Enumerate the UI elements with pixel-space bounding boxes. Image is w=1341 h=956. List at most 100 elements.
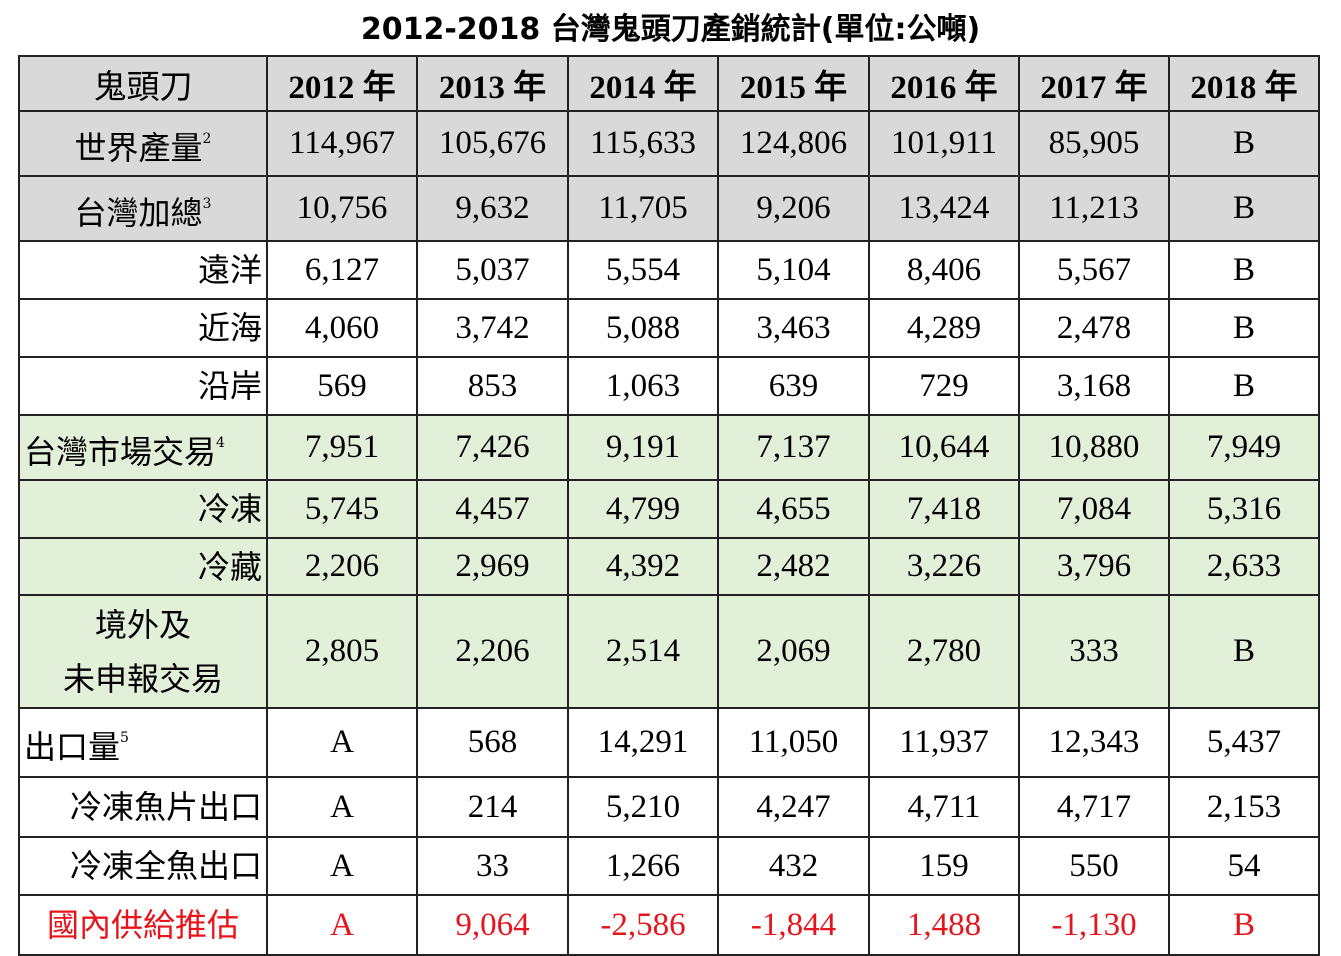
cell: 10,880 xyxy=(1018,414,1170,481)
cell: A xyxy=(266,894,418,956)
cell: 2,482 xyxy=(717,537,870,596)
cell: 101,911 xyxy=(868,110,1020,177)
cell: 5,554 xyxy=(567,240,719,300)
row-label-text: 遠洋 xyxy=(197,251,262,289)
cell: B xyxy=(1168,298,1320,358)
table-row: 世界產量2 114,967 105,676 115,633 124,806 101,911… xyxy=(18,110,1320,177)
cell: 2,478 xyxy=(1018,298,1170,358)
title: 2012-2018 台灣鬼頭刀產銷統計(單位:公噸) xyxy=(360,12,981,47)
row-label-text: 近海 xyxy=(197,309,262,347)
cell: 214 xyxy=(416,776,569,838)
cell: 3,463 xyxy=(717,298,870,358)
cell: -1,844 xyxy=(717,894,870,956)
cell: 7,084 xyxy=(1018,479,1170,539)
cell: 4,457 xyxy=(416,479,569,539)
column-header: 鬼頭刀 xyxy=(18,55,268,112)
row-label: 境外及 未申報交易 xyxy=(18,594,268,709)
cell: 11,937 xyxy=(868,707,1020,778)
cell: 5,210 xyxy=(567,776,719,838)
cell: 569 xyxy=(266,356,418,416)
cell: 853 xyxy=(416,356,569,416)
cell: 8,406 xyxy=(868,240,1020,300)
cell: 7,951 xyxy=(266,414,418,481)
row-label: 台灣加總3 xyxy=(18,175,268,242)
table-row: 冷藏 2,206 2,969 4,392 2,482 3,226 3,796 2,633 xyxy=(18,537,1320,596)
table-row: 冷凍全魚出口 A 33 1,266 432 159 550 54 xyxy=(18,836,1320,896)
cell: 11,050 xyxy=(717,707,870,778)
cell: 4,799 xyxy=(567,479,719,539)
cell: 13,424 xyxy=(868,175,1020,242)
cell: 12,343 xyxy=(1018,707,1170,778)
cell: 11,213 xyxy=(1018,175,1170,242)
cell: 6,127 xyxy=(266,240,418,300)
cell: 11,705 xyxy=(567,175,719,242)
cell: 9,191 xyxy=(567,414,719,481)
row-label-text: 未申報交易 xyxy=(62,659,223,698)
cell: 14,291 xyxy=(567,707,719,778)
cell: 124,806 xyxy=(717,110,870,177)
cell: 1,266 xyxy=(567,836,719,896)
cell: 1,063 xyxy=(567,356,719,416)
cell: 4,392 xyxy=(567,537,719,596)
cell: 2,633 xyxy=(1168,537,1320,596)
table-row: 沿岸 569 853 1,063 639 729 3,168 B xyxy=(18,356,1320,416)
cell: 54 xyxy=(1168,836,1320,896)
column-header: 2014 年 xyxy=(567,55,719,112)
column-header: 2016 年 xyxy=(868,55,1020,112)
row-label: 冷凍全魚出口 xyxy=(18,836,268,896)
table-row: 台灣市場交易4 7,951 7,426 9,191 7,137 10,644 10,880 7… xyxy=(18,414,1320,481)
cell: 5,088 xyxy=(567,298,719,358)
cell: 4,717 xyxy=(1018,776,1170,838)
table-row: 境外及 未申報交易 2,805 2,206 2,514 2,069 2,780 333 B xyxy=(18,594,1320,709)
footnote-mark: 4 xyxy=(216,435,225,451)
cell: 9,206 xyxy=(717,175,870,242)
cell: 550 xyxy=(1018,836,1170,896)
table-row: 冷凍魚片出口 A 214 5,210 4,247 4,711 4,717 2,153 xyxy=(18,776,1320,838)
row-label: 國內供給推估 xyxy=(18,894,268,956)
cell: 3,226 xyxy=(868,537,1020,596)
table-row: 出口量5 A 568 14,291 11,050 11,937 12,343 5,437 xyxy=(18,707,1320,778)
cell: 4,247 xyxy=(717,776,870,838)
cell: 2,805 xyxy=(266,594,418,709)
cell: 105,676 xyxy=(416,110,569,177)
cell: 729 xyxy=(868,356,1020,416)
column-header: 2017 年 xyxy=(1018,55,1170,112)
row-label-text: 境外及 xyxy=(94,605,191,644)
cell: B xyxy=(1168,175,1320,242)
column-header: 2013 年 xyxy=(416,55,569,112)
cell: A xyxy=(266,776,418,838)
cell: 5,104 xyxy=(717,240,870,300)
table-row: 遠洋 6,127 5,037 5,554 5,104 8,406 5,567 B xyxy=(18,240,1320,300)
cell: 1,488 xyxy=(868,894,1020,956)
cell: -2,586 xyxy=(567,894,719,956)
column-header: 2018 年 xyxy=(1168,55,1320,112)
cell: 3,742 xyxy=(416,298,569,358)
footnote-mark: 2 xyxy=(202,131,212,147)
cell: A xyxy=(266,836,418,896)
row-label-text: 台灣市場交易 xyxy=(24,433,217,471)
table-row: 國內供給推估 A 9,064 -2,586 -1,844 1,488 -1,130 B xyxy=(18,894,1320,956)
row-label-text: 冷凍全魚出口 xyxy=(69,847,262,885)
column-header: 2012 年 xyxy=(266,55,418,112)
row-label-text: 冷凍魚片出口 xyxy=(69,788,262,826)
cell: 639 xyxy=(717,356,870,416)
row-label: 遠洋 xyxy=(18,240,268,300)
column-header: 2015 年 xyxy=(717,55,870,112)
cell: 3,168 xyxy=(1018,356,1170,416)
cell: 2,069 xyxy=(717,594,870,709)
cell: B xyxy=(1168,110,1320,177)
row-label-text: 冷藏 xyxy=(197,547,262,586)
row-label-text: 台灣加總 xyxy=(74,194,203,232)
cell: 5,316 xyxy=(1168,479,1320,539)
footnote-mark: 5 xyxy=(120,730,129,746)
cell: 7,418 xyxy=(868,479,1020,539)
cell: 85,905 xyxy=(1018,110,1170,177)
cell: -1,130 xyxy=(1018,894,1170,956)
row-label-text: 國內供給推估 xyxy=(46,906,239,944)
table-row: 冷凍 5,745 4,457 4,799 4,655 7,418 7,084 5,316 xyxy=(18,479,1320,539)
cell: B xyxy=(1168,240,1320,300)
row-label: 冷凍魚片出口 xyxy=(18,776,268,838)
cell: 159 xyxy=(868,836,1020,896)
cell: 4,711 xyxy=(868,776,1020,838)
row-label-text: 沿岸 xyxy=(197,367,262,405)
